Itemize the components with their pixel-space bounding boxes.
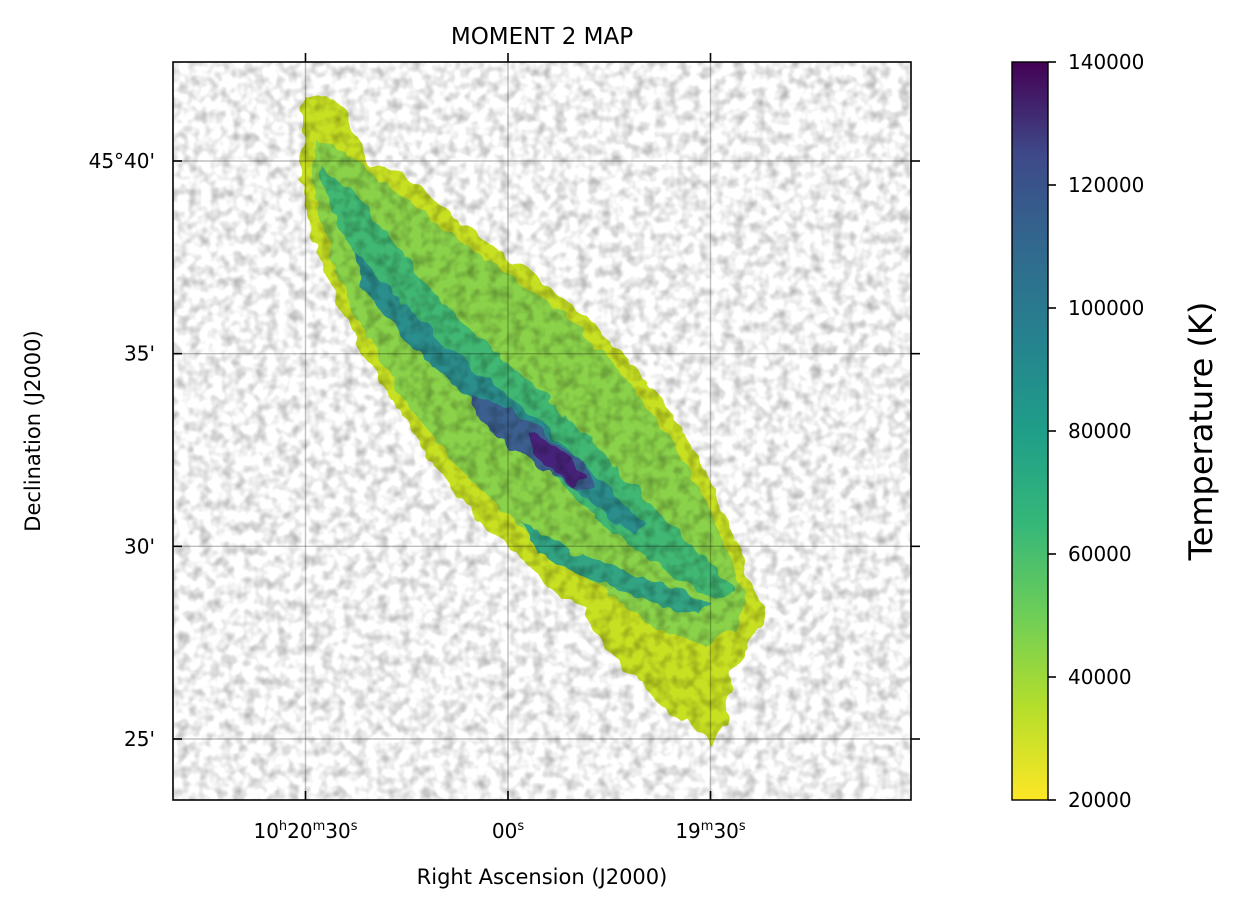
- colorbar-tick-label: 40000: [1068, 665, 1132, 689]
- colorbar-tick-label: 80000: [1068, 419, 1132, 443]
- plot-frame: [172, 61, 912, 801]
- colorbar-tick-label: 140000: [1068, 50, 1144, 74]
- colorbar-label: Temperature (K): [1182, 302, 1220, 562]
- galaxy-heatmap: [173, 62, 911, 800]
- colorbar: [1011, 61, 1049, 801]
- x-tick-value: 30: [713, 819, 738, 843]
- y-tick-label: 30': [124, 534, 155, 558]
- x-axis-label: Right Ascension (J2000): [417, 865, 668, 889]
- coordinate-grid: [173, 62, 911, 800]
- colorbar-tick-label: 20000: [1068, 788, 1132, 812]
- y-tick-label: 25': [124, 727, 155, 751]
- colorbar-tick-label: 120000: [1068, 173, 1144, 197]
- x-tick-unit: s: [351, 819, 358, 834]
- x-tick-label: 00s: [492, 819, 524, 843]
- x-tick-unit: m: [313, 819, 326, 834]
- colorbar-tick-label: 60000: [1068, 542, 1132, 566]
- x-axis-ticks: 10h20m30s 00s 19m30s: [253, 53, 746, 843]
- x-tick-value: 10: [253, 819, 278, 843]
- x-tick-unit: h: [279, 819, 287, 834]
- x-tick-unit: s: [517, 819, 524, 834]
- x-tick-value: 19: [675, 819, 700, 843]
- colorbar-tick-label: 100000: [1068, 296, 1144, 320]
- chart-title: MOMENT 2 MAP: [451, 24, 633, 50]
- galaxy-texture: [173, 62, 911, 800]
- x-tick-label: 19m30s: [675, 819, 746, 843]
- x-tick-unit: s: [739, 819, 746, 834]
- y-axis-ticks: 45°40' 35' 30' 25': [89, 149, 920, 751]
- x-tick-label: 10h20m30s: [253, 819, 357, 843]
- x-tick-unit: m: [701, 819, 714, 834]
- x-tick-value: 20: [287, 819, 312, 843]
- x-tick-value: 00: [492, 819, 517, 843]
- colorbar-ticks: 20000 40000 60000 80000 100000 120000 140000: [1048, 50, 1144, 812]
- y-tick-label: 45°40': [89, 149, 155, 173]
- x-tick-value: 30: [325, 819, 350, 843]
- y-tick-label: 35': [124, 342, 155, 366]
- y-axis-label: Declination (J2000): [21, 330, 45, 531]
